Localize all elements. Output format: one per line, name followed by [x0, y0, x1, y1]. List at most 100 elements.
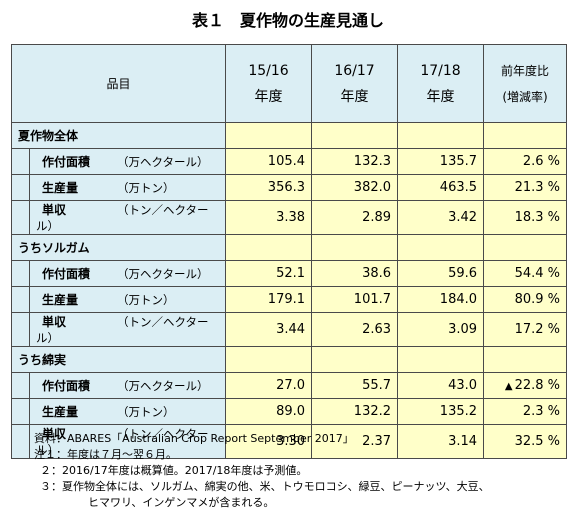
value-cell: 59.6	[397, 260, 485, 287]
section-row: うちソルガム	[10, 234, 568, 261]
indent-cell	[11, 312, 30, 347]
year-header-1: 15/16 年度	[225, 44, 313, 123]
value-cell: 27.0	[225, 372, 313, 399]
empty-cell	[397, 234, 485, 261]
row-label: 単収 （トン／ヘクタール）	[28, 312, 227, 347]
value-cell: 38.6	[311, 260, 399, 287]
row-label-name: 生産量	[42, 181, 79, 195]
table-row: 生産量 （万トン） 356.3 382.0 463.5 21.3 %	[11, 174, 568, 201]
indent-cell	[11, 424, 30, 459]
empty-cell	[397, 122, 485, 149]
row-label-unit: （万ヘクタール）	[117, 267, 209, 281]
row-label: 作付面積 （万ヘクタール）	[28, 148, 227, 175]
change-cell: 17.2 %	[483, 312, 568, 347]
row-label: 生産量 （万トン）	[28, 174, 227, 201]
row-label-unit: （万トン）	[117, 293, 175, 307]
value-cell: 2.37	[311, 424, 399, 459]
row-label-name: 生産量	[42, 293, 79, 307]
empty-cell	[225, 346, 313, 373]
note-3: ３：夏作物全体には、ソルガム、綿実の他、米、トウモロコシ、緑豆、ピーナッツ、大豆…	[40, 480, 490, 493]
value-cell: 463.5	[397, 174, 485, 201]
value-cell: 105.4	[225, 148, 313, 175]
empty-cell	[225, 234, 313, 261]
row-label-name: 生産量	[42, 405, 79, 419]
change-header: 前年度比 (増減率)	[483, 44, 568, 123]
table-row: 作付面積 （万ヘクタール） 52.1 38.6 59.6 54.4 %	[11, 260, 568, 287]
row-label-unit: （万トン）	[117, 405, 175, 419]
value-cell: 55.7	[311, 372, 399, 399]
section-row: うち綿実	[10, 346, 568, 373]
change-cell: ▲ 22.8 %	[483, 372, 568, 399]
change-value: 17.2 %	[514, 322, 561, 337]
empty-cell	[397, 346, 485, 373]
row-label-name: 作付面積	[42, 155, 91, 169]
summer-crop-table: 品目 15/16 年度 16/17 年度 17/18 年度 前年度比 (増減率)…	[10, 44, 568, 459]
row-label: 単収 （トン／ヘクタール）	[28, 424, 227, 459]
footnotes: 資料：ABARES「Australian Crop Report Septemb…	[34, 431, 490, 511]
change-value: 54.4 %	[514, 266, 561, 281]
change-cell: 21.3 %	[483, 174, 568, 201]
row-label-name: 単収	[42, 315, 67, 329]
row-label-unit: （トン／ヘクタール）	[36, 315, 209, 345]
value-cell: 3.42	[397, 200, 485, 235]
value-cell: 382.0	[311, 174, 399, 201]
row-label-unit: （万ヘクタール）	[117, 379, 209, 393]
value-cell: 179.1	[225, 286, 313, 313]
change-cell: 80.9 %	[483, 286, 568, 313]
empty-cell	[311, 122, 399, 149]
section-name: 夏作物全体	[10, 122, 227, 149]
header-row: 品目 15/16 年度 16/17 年度 17/18 年度 前年度比 (増減率)	[10, 44, 568, 123]
change-value: 22.8 %	[514, 378, 561, 393]
change-value: 32.5 %	[514, 434, 561, 449]
indent-cell	[11, 148, 30, 175]
row-label-unit: （トン／ヘクタール）	[36, 203, 209, 233]
value-cell: 3.38	[225, 200, 313, 235]
row-label: 単収 （トン／ヘクタール）	[28, 200, 227, 235]
row-label: 生産量 （万トン）	[28, 286, 227, 313]
value-cell: 43.0	[397, 372, 485, 399]
year-header-2: 16/17 年度	[311, 44, 399, 123]
value-cell: 356.3	[225, 174, 313, 201]
section-name: うち綿実	[10, 346, 227, 373]
row-label-unit: （万トン）	[117, 181, 175, 195]
empty-cell	[483, 234, 568, 261]
value-cell: 184.0	[397, 286, 485, 313]
value-cell: 132.3	[311, 148, 399, 175]
indent-cell	[11, 372, 30, 399]
table-row: 生産量 （万トン） 89.0 132.2 135.2 2.3 %	[11, 398, 568, 425]
indent-cell	[11, 286, 30, 313]
row-label: 作付面積 （万ヘクタール）	[28, 372, 227, 399]
indent-cell	[11, 174, 30, 201]
empty-cell	[311, 346, 399, 373]
row-label-name: 作付面積	[42, 379, 91, 393]
page-title: 表１ 夏作物の生産見通し	[191, 11, 384, 30]
source-note: 資料：ABARES「Australian Crop Report Septemb…	[34, 432, 354, 445]
row-label-unit: （万ヘクタール）	[117, 155, 209, 169]
empty-cell	[311, 234, 399, 261]
change-value: 18.3 %	[514, 210, 561, 225]
value-cell: 89.0	[225, 398, 313, 425]
empty-cell	[483, 122, 568, 149]
row-label-unit: （トン／ヘクタール）	[36, 427, 209, 457]
table-row: 単収 （トン／ヘクタール） 3.38 2.89 3.42 18.3 %	[11, 200, 568, 235]
decrease-triangle-icon: ▲	[504, 381, 513, 392]
value-cell: 3.30	[225, 424, 313, 459]
value-cell: 135.7	[397, 148, 485, 175]
change-cell: 54.4 %	[483, 260, 568, 287]
row-label-name: 単収	[42, 427, 67, 441]
row-label: 作付面積 （万ヘクタール）	[28, 260, 227, 287]
change-cell: 32.5 %	[483, 424, 568, 459]
item-header: 品目	[10, 44, 227, 123]
change-cell: 18.3 %	[483, 200, 568, 235]
row-label-name: 作付面積	[42, 267, 91, 281]
empty-cell	[225, 122, 313, 149]
value-cell: 2.63	[311, 312, 399, 347]
value-cell: 101.7	[311, 286, 399, 313]
value-cell: 135.2	[397, 398, 485, 425]
section-name: うちソルガム	[10, 234, 227, 261]
note-2: ２：2016/17年度は概算値。2017/18年度は予測値。	[40, 464, 308, 477]
value-cell: 3.09	[397, 312, 485, 347]
note-1: 注１：年度は７月～翌６月。	[34, 448, 177, 461]
value-cell: 3.44	[225, 312, 313, 347]
row-label-name: 単収	[42, 203, 67, 217]
